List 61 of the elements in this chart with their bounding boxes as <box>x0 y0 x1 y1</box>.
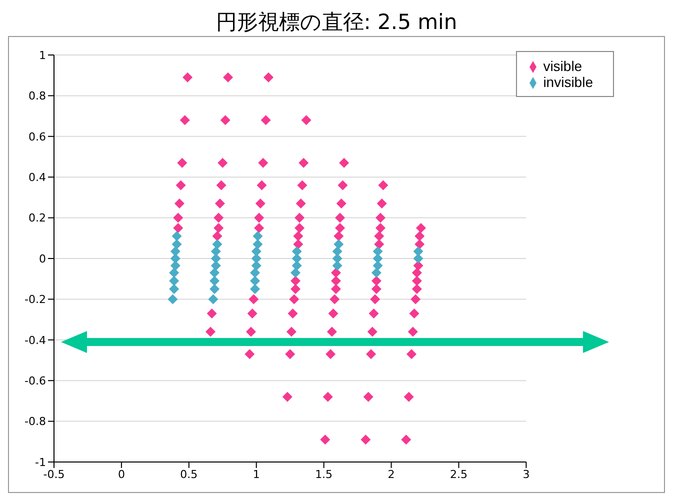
y-tick-label: 0.8 <box>28 90 46 103</box>
point <box>210 260 221 271</box>
y-tick-label: 0.6 <box>28 130 46 144</box>
point <box>371 268 382 278</box>
x-tick-label: 0 <box>118 468 125 481</box>
x-tick-label: 2 <box>388 468 395 481</box>
point <box>334 239 344 250</box>
point <box>292 260 302 271</box>
y-tick-label: 0.2 <box>28 212 46 225</box>
point <box>251 260 262 271</box>
point <box>292 254 302 264</box>
y-tick-label: -0.8 <box>24 415 46 428</box>
y-tick-label: 1 <box>39 48 46 62</box>
point <box>332 246 342 256</box>
point <box>210 284 220 294</box>
y-tick-label: -0.6 <box>24 374 46 388</box>
x-tick-label: -0.5 <box>43 468 65 481</box>
point <box>332 254 342 264</box>
point <box>169 268 180 278</box>
point <box>332 260 342 271</box>
y-tick-label: -1 <box>35 456 46 469</box>
chart-title: 円形視標の直径: 2.5 min <box>214 9 458 36</box>
y-tick-label: -0.2 <box>24 293 46 306</box>
point <box>252 231 263 242</box>
point <box>251 254 262 264</box>
legend-label: visible <box>543 58 582 74</box>
point <box>170 254 180 264</box>
point <box>169 284 180 294</box>
point <box>250 268 260 278</box>
point <box>210 276 220 286</box>
point <box>413 246 424 256</box>
point <box>168 294 178 304</box>
y-tick-label: 0 <box>39 252 46 266</box>
point <box>372 254 383 264</box>
point <box>290 268 300 278</box>
point <box>210 268 220 278</box>
point <box>210 254 221 264</box>
point <box>372 260 383 271</box>
x-tick-label: 1 <box>252 468 260 481</box>
y-tick-label: -0.4 <box>24 334 46 347</box>
point <box>208 294 218 304</box>
point <box>250 276 260 286</box>
point <box>212 239 222 250</box>
point <box>413 254 424 264</box>
point <box>170 260 180 271</box>
point <box>252 239 263 250</box>
point <box>250 284 260 294</box>
point <box>251 246 262 256</box>
x-tick-label: 1.5 <box>315 468 333 481</box>
point <box>169 276 180 286</box>
point <box>372 246 383 256</box>
legend-label: invisible <box>543 74 593 90</box>
point <box>292 246 302 256</box>
point <box>172 239 182 250</box>
x-tick-label: 0.5 <box>180 468 198 481</box>
point <box>172 231 182 242</box>
point <box>170 246 180 256</box>
point <box>210 246 221 256</box>
x-tick-label: 2.5 <box>450 468 468 481</box>
x-tick-label: 3 <box>522 468 530 481</box>
y-tick-label: 0.4 <box>28 171 46 184</box>
